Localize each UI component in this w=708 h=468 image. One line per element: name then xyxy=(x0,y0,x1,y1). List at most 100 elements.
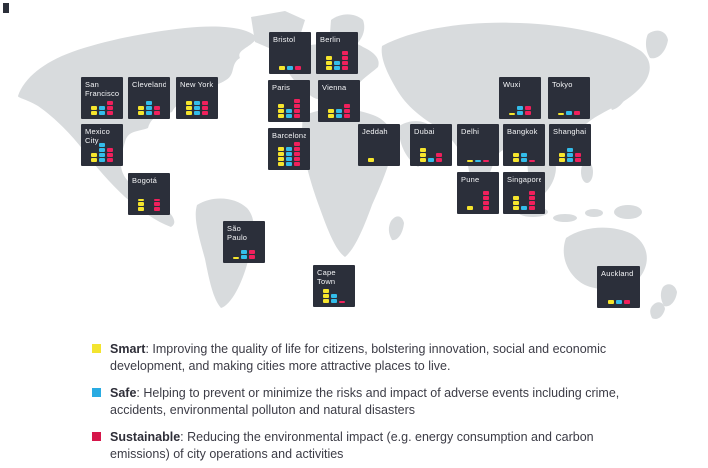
bar-safe xyxy=(99,106,105,115)
bar-segment-sustainable xyxy=(294,142,300,146)
bar-sustainable xyxy=(202,101,208,115)
city-bars xyxy=(414,148,448,162)
city-name: Auckland xyxy=(601,269,634,278)
legend-swatch xyxy=(92,388,101,397)
bar-segment-sustainable xyxy=(294,152,300,156)
bar-smart xyxy=(186,101,192,115)
bar-sustainable xyxy=(294,142,300,166)
bar-smart xyxy=(233,257,239,259)
bar-segment-smart xyxy=(328,114,334,118)
bar-segment-sustainable xyxy=(202,101,208,105)
city-marker-berlin: Berlin xyxy=(316,32,358,74)
city-marker-dubai: Dubai xyxy=(410,124,452,166)
bar-segment-sustainable xyxy=(529,201,535,205)
bar-segment-sustainable xyxy=(107,158,113,162)
bar-safe xyxy=(286,147,292,166)
city-bars xyxy=(503,106,537,115)
city-name: Dubai xyxy=(414,127,435,136)
bar-safe xyxy=(376,161,382,162)
bar-segment-smart xyxy=(513,201,519,205)
city-bars xyxy=(317,289,351,303)
bar-segment-sustainable xyxy=(249,255,255,259)
bar-safe xyxy=(99,143,105,162)
legend-term: Sustainable xyxy=(110,430,181,444)
bar-segment-smart xyxy=(91,111,97,115)
bar-safe xyxy=(521,206,527,210)
bar-segment-smart xyxy=(323,294,329,298)
indonesia-east xyxy=(585,209,603,217)
bar-segment-safe xyxy=(241,250,247,254)
bar-sustainable xyxy=(107,101,113,115)
bar-segment-smart xyxy=(420,158,426,162)
bar-segment-sustainable xyxy=(525,111,531,115)
city-marker-tokyo: Tokyo xyxy=(548,77,590,119)
bar-segment-sustainable xyxy=(294,157,300,161)
bar-segment-sustainable xyxy=(483,160,489,162)
city-marker-auckland: Auckland xyxy=(597,266,640,308)
bar-segment-sustainable xyxy=(574,111,580,115)
bar-safe xyxy=(517,106,523,115)
bar-sustainable xyxy=(575,153,581,162)
bar-segment-sustainable xyxy=(107,153,113,157)
bar-smart xyxy=(509,113,515,115)
bar-segment-sustainable xyxy=(107,148,113,152)
bar-smart xyxy=(513,196,519,210)
city-name: Shanghai xyxy=(553,127,587,136)
bar-safe xyxy=(331,294,337,303)
bar-segment-safe xyxy=(334,66,340,70)
city-name: San Francisco xyxy=(85,80,119,98)
bar-segment-smart xyxy=(558,113,564,115)
city-name: Delhi xyxy=(461,127,480,136)
bar-segment-sustainable xyxy=(294,99,300,103)
bar-segment-smart xyxy=(326,56,332,60)
bar-sustainable xyxy=(483,191,489,210)
bar-segment-safe xyxy=(336,109,342,113)
bar-segment-sustainable xyxy=(342,61,348,65)
bar-segment-sustainable xyxy=(294,147,300,151)
city-name: Mexico City xyxy=(85,127,110,145)
bar-segment-safe xyxy=(567,153,573,157)
bar-segment-safe xyxy=(99,148,105,152)
bar-segment-safe xyxy=(99,111,105,115)
bar-segment-safe xyxy=(99,106,105,110)
bar-segment-smart xyxy=(186,101,192,105)
bar-segment-sustainable xyxy=(154,207,160,211)
bar-smart xyxy=(467,160,473,162)
bar-safe xyxy=(336,109,342,118)
city-bars xyxy=(322,104,356,118)
city-bars xyxy=(85,101,119,115)
bar-segment-safe xyxy=(567,158,573,162)
bar-sustainable xyxy=(294,99,300,118)
bar-segment-safe xyxy=(521,153,527,157)
bar-smart xyxy=(91,153,97,162)
city-bars xyxy=(227,250,261,259)
new-zealand-north xyxy=(660,284,677,307)
bar-segment-smart xyxy=(559,153,565,157)
legend-description: : Helping to prevent or minimize the ris… xyxy=(110,386,620,417)
city-name: Vienna xyxy=(322,83,347,92)
bar-segment-sustainable xyxy=(154,106,160,110)
city-bars xyxy=(507,191,541,210)
legend-item-smart: Smart: Improving the quality of life for… xyxy=(92,341,652,374)
bar-safe xyxy=(428,158,434,162)
bar-segment-sustainable xyxy=(623,300,630,304)
bar-sustainable xyxy=(574,111,580,115)
city-marker-sao-paulo: São Paulo xyxy=(223,221,265,263)
city-bars xyxy=(132,101,166,115)
bar-smart xyxy=(91,106,97,115)
city-name: Wuxi xyxy=(503,80,521,89)
bar-segment-smart xyxy=(607,300,614,304)
legend-swatch xyxy=(92,432,101,441)
bar-segment-smart xyxy=(138,199,144,201)
bar-safe xyxy=(475,160,481,162)
bar-segment-safe xyxy=(286,114,292,118)
city-marker-bangkok: Bangkok xyxy=(503,124,545,166)
bar-smart xyxy=(326,56,332,70)
bar-safe xyxy=(286,109,292,118)
bar-sustainable xyxy=(154,199,160,211)
bar-segment-sustainable xyxy=(154,111,160,115)
bar-segment-smart xyxy=(420,148,426,152)
bar-segment-smart xyxy=(323,299,329,303)
bar-segment-smart xyxy=(186,111,192,115)
